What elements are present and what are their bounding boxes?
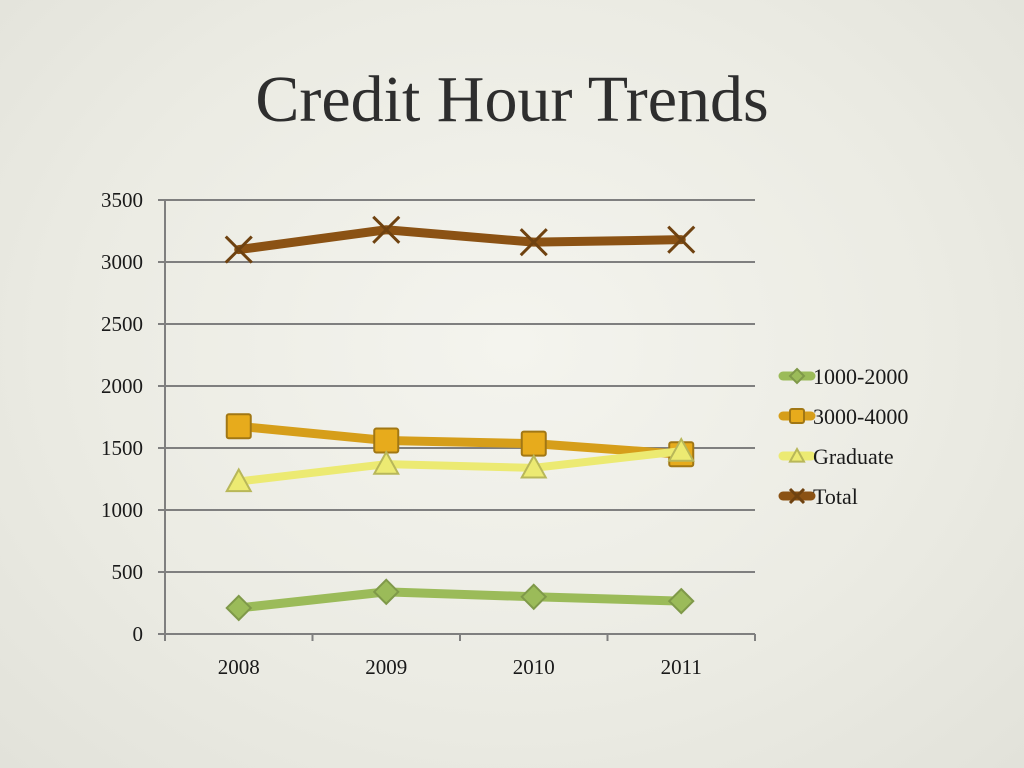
y-tick-label: 3000 xyxy=(101,250,143,274)
legend-item-3000-4000: 3000-4000 xyxy=(778,404,908,429)
data-point-marker xyxy=(667,225,696,254)
x-tick-label: 2010 xyxy=(513,655,555,679)
x-tick-label: 2011 xyxy=(661,655,702,679)
series-line-total xyxy=(234,225,686,255)
legend-item-1000-2000: 1000-2000 xyxy=(778,364,908,389)
data-point-marker xyxy=(667,437,695,462)
y-tick-label: 500 xyxy=(112,560,144,584)
data-point-marker xyxy=(225,467,253,493)
y-tick-label: 0 xyxy=(133,622,144,646)
data-point-marker xyxy=(788,487,806,505)
data-point-marker xyxy=(225,594,253,622)
marker-stroke xyxy=(372,215,401,244)
series-graduate xyxy=(225,437,695,493)
data-point-marker xyxy=(520,453,548,479)
data-point-marker xyxy=(788,367,806,385)
gridlines xyxy=(165,199,755,573)
data-point-marker xyxy=(372,578,400,606)
data-point-marker xyxy=(224,235,253,264)
legend-label: 3000-4000 xyxy=(813,404,908,429)
series-line-graduate xyxy=(234,447,686,486)
data-point-marker xyxy=(373,427,400,454)
x-tick-label: 2009 xyxy=(365,655,407,679)
y-tick-label: 3500 xyxy=(101,188,143,212)
marker-stroke xyxy=(667,225,696,254)
marker-stroke xyxy=(224,235,253,264)
y-tick-label: 1000 xyxy=(101,498,143,522)
legend-item-graduate: Graduate xyxy=(778,444,894,469)
series-layer xyxy=(224,215,696,622)
series-line-3000-4000 xyxy=(234,421,686,459)
legend-label: 1000-2000 xyxy=(813,364,908,389)
data-point-marker xyxy=(520,583,548,611)
legend-label: Total xyxy=(813,484,858,509)
y-tick-label: 2500 xyxy=(101,312,143,336)
y-tick-label: 1500 xyxy=(101,436,143,460)
data-point-marker xyxy=(667,587,695,615)
axes: 0 500 1000 1500 2000 2500 3000 3500 2008 2009 2010… xyxy=(101,188,756,679)
data-point-marker xyxy=(519,228,548,257)
data-point-marker xyxy=(520,430,547,457)
y-tick-label: 2000 xyxy=(101,374,143,398)
series-1000-2000 xyxy=(225,578,695,622)
series-total xyxy=(224,215,696,264)
series-line-1000-2000 xyxy=(234,587,686,613)
x-tick-label: 2008 xyxy=(218,655,260,679)
data-point-marker xyxy=(225,413,252,440)
legend-item-total: Total xyxy=(778,484,858,509)
slide-title: Credit Hour Trends xyxy=(255,63,769,136)
marker-stroke xyxy=(519,228,548,257)
data-point-marker xyxy=(788,446,806,463)
data-point-marker xyxy=(372,215,401,244)
legend-label: Graduate xyxy=(813,444,894,469)
marker-stroke xyxy=(788,487,806,505)
legend: 1000-2000 3000-4000 Graduate Total xyxy=(778,364,908,509)
data-point-marker xyxy=(789,408,805,424)
data-point-marker xyxy=(372,450,400,475)
